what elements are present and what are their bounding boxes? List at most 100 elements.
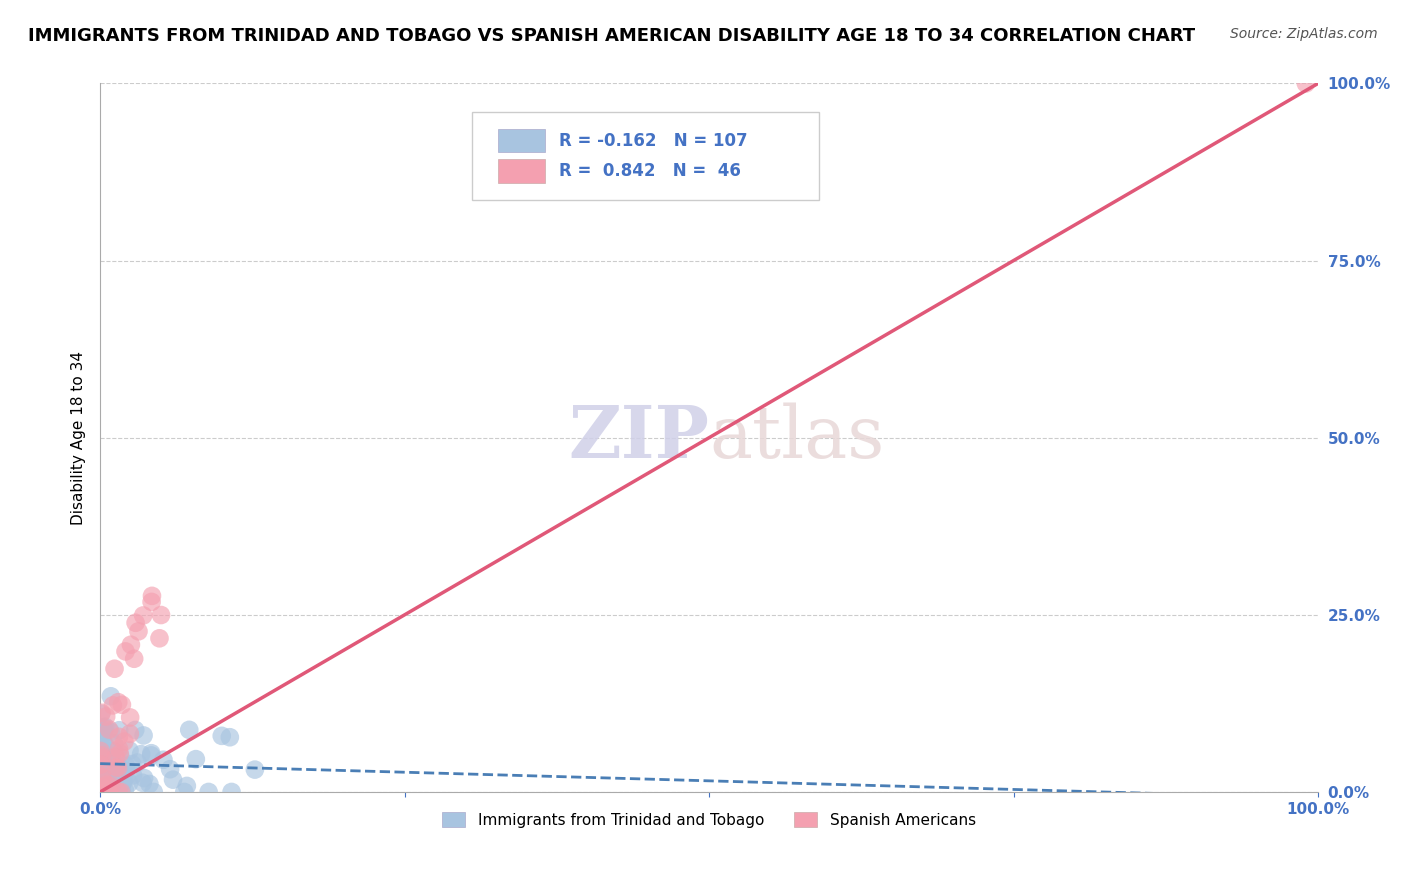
Point bbox=[112, 766, 135, 780]
Point bbox=[93, 785, 115, 799]
Point bbox=[218, 730, 240, 744]
Point bbox=[90, 777, 112, 791]
Point bbox=[90, 739, 112, 754]
Point bbox=[132, 608, 155, 623]
Point bbox=[100, 758, 122, 772]
Point bbox=[124, 615, 146, 630]
Point bbox=[90, 770, 112, 784]
Point bbox=[184, 752, 207, 766]
Point bbox=[103, 744, 125, 758]
Point bbox=[243, 763, 266, 777]
Text: R = -0.162   N = 107: R = -0.162 N = 107 bbox=[560, 132, 748, 150]
Point bbox=[179, 723, 201, 737]
Point bbox=[108, 747, 131, 761]
Point bbox=[104, 783, 127, 797]
Point bbox=[112, 774, 135, 789]
Point bbox=[94, 720, 117, 734]
Point bbox=[100, 724, 122, 739]
Point bbox=[111, 698, 134, 712]
Point bbox=[114, 644, 136, 658]
Point bbox=[132, 728, 155, 742]
Point bbox=[96, 768, 118, 782]
Point bbox=[173, 785, 195, 799]
Point bbox=[91, 734, 114, 748]
Point bbox=[100, 690, 122, 704]
Point bbox=[90, 757, 112, 772]
Point bbox=[91, 720, 114, 734]
Point bbox=[176, 779, 198, 793]
Point bbox=[129, 747, 152, 761]
Point bbox=[197, 785, 219, 799]
Point bbox=[111, 774, 134, 789]
FancyBboxPatch shape bbox=[471, 112, 818, 201]
Point bbox=[93, 747, 115, 761]
FancyBboxPatch shape bbox=[498, 128, 544, 153]
Point bbox=[94, 749, 117, 764]
Point bbox=[93, 723, 115, 738]
Point bbox=[100, 779, 122, 793]
Point bbox=[98, 723, 121, 737]
Point bbox=[91, 785, 114, 799]
Point bbox=[90, 752, 112, 766]
Point bbox=[94, 785, 117, 799]
Point bbox=[103, 662, 125, 676]
Point bbox=[89, 785, 111, 799]
Point bbox=[1295, 77, 1317, 91]
Point bbox=[98, 785, 121, 799]
Point bbox=[152, 753, 174, 767]
Point bbox=[148, 632, 170, 646]
Point bbox=[91, 770, 114, 784]
Point bbox=[118, 743, 141, 757]
Point bbox=[90, 776, 112, 790]
Point bbox=[90, 777, 112, 791]
Point bbox=[122, 768, 145, 782]
Point bbox=[94, 772, 117, 786]
Point bbox=[118, 727, 141, 741]
Point bbox=[94, 773, 117, 788]
Legend: Immigrants from Trinidad and Tobago, Spanish Americans: Immigrants from Trinidad and Tobago, Spa… bbox=[436, 805, 981, 834]
Point bbox=[90, 785, 112, 799]
Point bbox=[115, 769, 138, 783]
Point bbox=[94, 785, 117, 799]
Point bbox=[97, 777, 120, 791]
Point bbox=[96, 765, 118, 780]
Point bbox=[96, 778, 118, 792]
Point bbox=[90, 706, 112, 720]
Point bbox=[105, 760, 128, 774]
Point bbox=[96, 778, 118, 792]
Point bbox=[100, 773, 122, 788]
Point bbox=[103, 785, 125, 799]
Point bbox=[111, 767, 134, 781]
Point bbox=[122, 652, 145, 666]
Point bbox=[100, 764, 122, 778]
Y-axis label: Disability Age 18 to 34: Disability Age 18 to 34 bbox=[72, 351, 86, 524]
Point bbox=[159, 762, 181, 776]
Point bbox=[221, 785, 243, 799]
Point bbox=[105, 783, 128, 797]
Point bbox=[127, 624, 149, 639]
Point bbox=[91, 768, 114, 782]
Point bbox=[107, 695, 129, 709]
Point bbox=[131, 776, 153, 790]
Point bbox=[114, 783, 136, 797]
Point bbox=[94, 739, 117, 754]
Point bbox=[91, 751, 114, 765]
Point bbox=[104, 749, 127, 764]
Point bbox=[141, 748, 163, 763]
Point bbox=[103, 770, 125, 784]
Point bbox=[138, 777, 160, 791]
Point bbox=[108, 730, 131, 744]
Point bbox=[98, 753, 121, 767]
Point bbox=[94, 776, 117, 790]
Point bbox=[112, 734, 135, 748]
Point bbox=[93, 780, 115, 794]
Point bbox=[90, 706, 112, 721]
FancyBboxPatch shape bbox=[498, 160, 544, 183]
Point bbox=[108, 741, 131, 756]
Text: IMMIGRANTS FROM TRINIDAD AND TOBAGO VS SPANISH AMERICAN DISABILITY AGE 18 TO 34 : IMMIGRANTS FROM TRINIDAD AND TOBAGO VS S… bbox=[28, 27, 1195, 45]
Text: R =  0.842   N =  46: R = 0.842 N = 46 bbox=[560, 162, 741, 180]
Point bbox=[111, 782, 134, 797]
Point bbox=[94, 781, 117, 796]
Point bbox=[91, 766, 114, 780]
Point bbox=[162, 772, 184, 787]
